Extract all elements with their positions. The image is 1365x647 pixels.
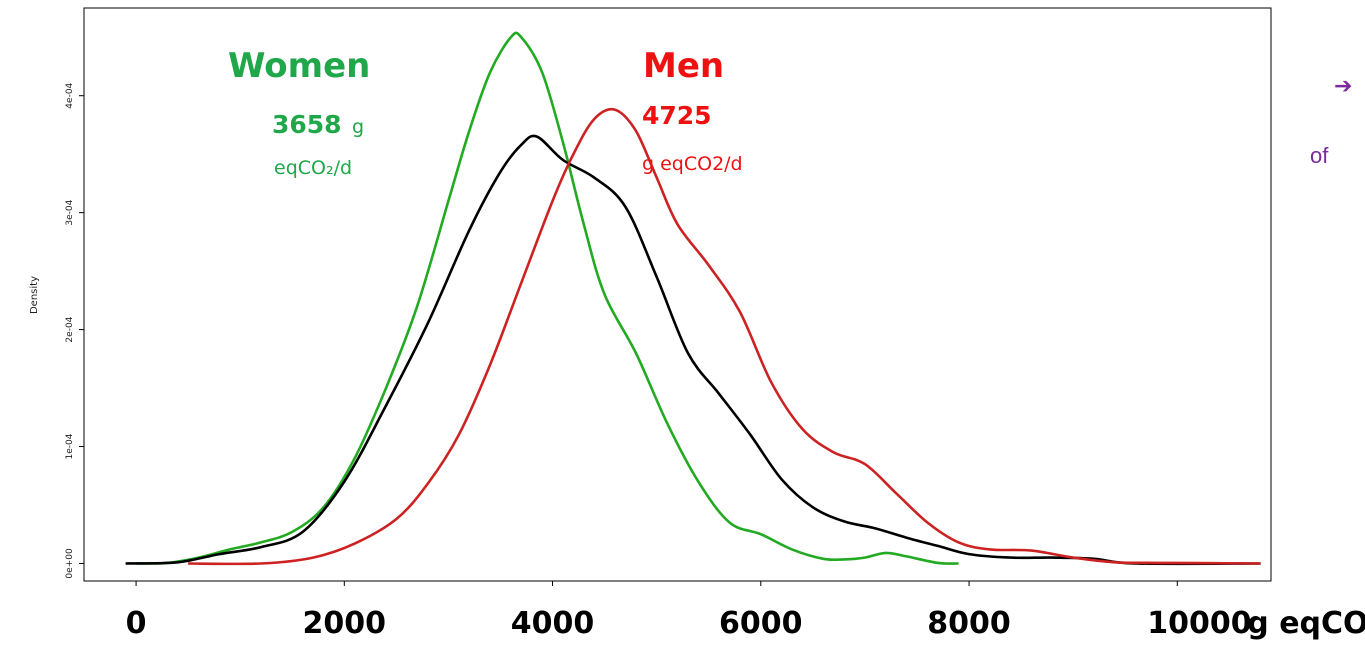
- women-unit: eqCO₂/d: [274, 157, 352, 179]
- men-unit: g eqCO2/d: [642, 153, 743, 175]
- y-tick-label: 0e+00: [65, 548, 75, 579]
- side-arrow: ➔: [1334, 73, 1352, 98]
- side-text: of: [1310, 143, 1329, 168]
- x-tick-label: 6000: [719, 606, 803, 641]
- women-title: Women: [228, 46, 370, 86]
- y-axis: 0e+00 1e-04 2e-04 3e-04 4e-04: [65, 82, 84, 579]
- men-value: 4725: [642, 101, 712, 130]
- y-tick-label: 1e-04: [65, 433, 75, 459]
- y-tick-label: 3e-04: [65, 199, 75, 225]
- series-line-women: [136, 31, 959, 565]
- series-line-men: [188, 107, 1261, 566]
- women-unit-inline: g: [352, 116, 364, 138]
- series-line-overall: [125, 134, 1261, 566]
- plot-frame: [83, 7, 1272, 582]
- x-tick-label: 2000: [303, 606, 387, 641]
- x-tick-label: 4000: [511, 606, 595, 641]
- y-tick-label: 2e-04: [65, 316, 75, 342]
- women-value: 3658: [272, 110, 342, 139]
- men-title: Men: [643, 46, 724, 86]
- x-tick-label: 10000: [1147, 606, 1251, 641]
- x-tick-label: 8000: [927, 606, 1011, 641]
- men-annotation: Men 4725 g eqCO2/d: [642, 46, 743, 175]
- x-axis-unit: g eqCO₂/j: [1247, 606, 1365, 641]
- women-annotation: Women 3658 g eqCO₂/d: [228, 46, 370, 179]
- y-axis-label: Density: [29, 276, 40, 314]
- x-tick-label: 0: [126, 606, 147, 641]
- series-group: [125, 31, 1261, 566]
- y-tick-label: 4e-04: [65, 82, 75, 108]
- women-value-line: 3658 g: [272, 110, 364, 139]
